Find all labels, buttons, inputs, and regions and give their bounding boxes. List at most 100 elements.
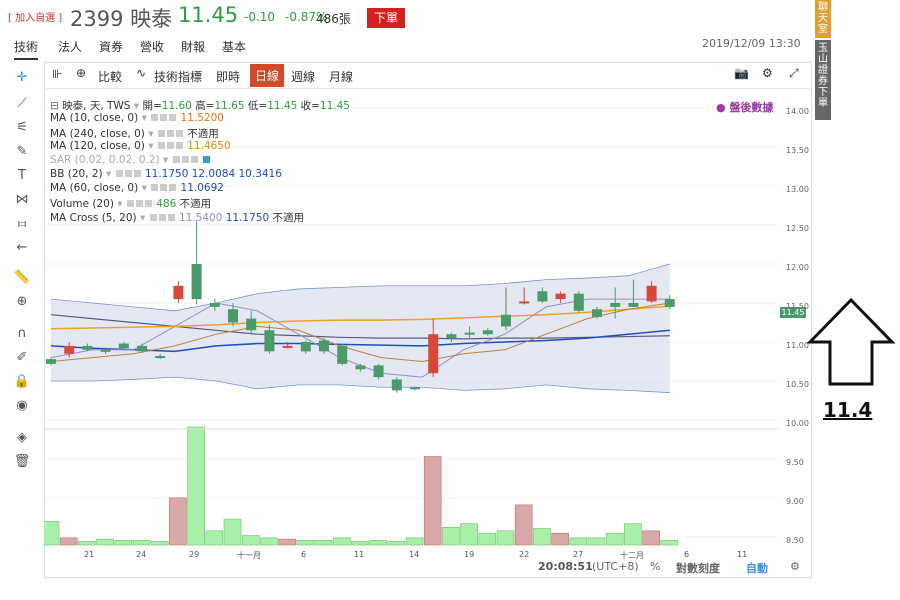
volume-bar [59, 537, 78, 546]
percent-toggle[interactable]: % [650, 560, 661, 573]
legend-ma120[interactable]: MA (120, close, 0) ▾ 11.4650 [50, 140, 231, 152]
chart-grid [44, 107, 778, 538]
legend-ma10[interactable]: MA (10, close, 0) ▾ 11.5200 [50, 112, 224, 124]
layers-icon[interactable]: ◈ [17, 430, 27, 445]
y-tick: 8.50 [786, 536, 804, 545]
realtime-button[interactable]: 即時 [216, 70, 241, 84]
crosshair-icon[interactable]: ✛ [16, 70, 28, 85]
y-tick: 10.00 [786, 419, 809, 428]
x-tick: 29 [189, 550, 200, 559]
volume-bar [533, 528, 551, 546]
legend-macross[interactable]: MA Cross (5, 20) ▾ 11.5400 11.1750 不適用 [50, 212, 304, 224]
compare-button[interactable]: 比較 [98, 70, 123, 84]
fullscreen-icon[interactable]: ⤢ [789, 66, 799, 80]
monthly-button[interactable]: 月線 [329, 70, 354, 84]
chart-canvas[interactable] [44, 89, 778, 551]
legend-ma240[interactable]: MA (240, close, 0) ▾ 不適用 [50, 128, 219, 140]
lock-icon[interactable]: 🔒 [13, 374, 31, 389]
magnet-icon[interactable]: ∩ [17, 326, 27, 341]
legend-ohlc[interactable]: ⊟ 映泰, 天, TWS ▾ 開=11.60 高=11.65 低=11.45 收… [50, 100, 350, 112]
candle-body [446, 334, 457, 339]
stock-symbol: 2399 映泰 [70, 7, 173, 31]
candle-type-icon[interactable]: ⊪ [52, 67, 63, 81]
candle-body [264, 330, 275, 352]
volume-bar [442, 526, 460, 546]
x-tick: 19 [464, 550, 475, 559]
compare-plus-icon[interactable]: ⊕ [76, 66, 87, 80]
fib-icon[interactable]: ⚟ [16, 120, 28, 135]
quote-header: [ 加入自選 ] 2399 映泰 11.45 -0.10 -0.87% 486張… [0, 0, 810, 34]
lock-drawing-icon[interactable]: ✐ [16, 350, 28, 365]
trash-icon[interactable]: 🗑 [13, 454, 31, 469]
chat-room-button[interactable]: 聊天室 [815, 0, 831, 38]
candle-body [355, 365, 366, 370]
indicators-button[interactable]: 技術指標 [154, 70, 203, 84]
brush-icon[interactable]: ✎ [16, 144, 28, 159]
candle-body [410, 387, 420, 390]
tab-margin[interactable]: 資券 [99, 40, 124, 54]
legend-sar[interactable]: SAR (0.02, 0.02, 0.2) ▾ [50, 154, 211, 166]
date-axis[interactable]: 21 24 29 十一月 6 11 14 19 22 27 十二月 6 11 [44, 550, 776, 564]
weekly-button[interactable]: 週線 [291, 70, 316, 84]
add-favorite-link[interactable]: [ 加入自選 ] [8, 13, 63, 24]
y-tick: 12.00 [786, 263, 809, 272]
log-scale-toggle[interactable]: 對數刻度 [676, 562, 720, 575]
volume-bar [44, 521, 60, 546]
back-arrow-icon[interactable]: ← [16, 240, 28, 255]
daily-button[interactable]: 日線 [250, 64, 285, 87]
volume-bar [423, 456, 442, 546]
data-datetime: 2019/12/09 13:30 [702, 37, 801, 50]
tab-revenue[interactable]: 營收 [140, 40, 165, 54]
ruler-icon[interactable]: 📏 [13, 270, 31, 285]
volume-bar [387, 541, 406, 546]
stock-price: 11.45 [178, 3, 239, 27]
x-tick: 24 [136, 550, 147, 559]
volume-bar [205, 530, 224, 546]
chart-panel [44, 62, 812, 578]
price-axis[interactable]: 14.00 13.50 13.00 12.50 12.00 11.50 11.0… [778, 90, 812, 550]
bollinger-upper [50, 263, 670, 312]
volume-bar [187, 426, 205, 546]
up-arrow-annotation [806, 297, 896, 386]
auto-scale-toggle[interactable]: 自動 [746, 562, 768, 575]
volume-bar [551, 532, 569, 546]
y-tick: 11.50 [786, 302, 809, 311]
broker-order-button[interactable]: 玉山證券下單 [815, 40, 831, 120]
volume-bar [241, 535, 260, 546]
indicator-icon[interactable]: ∿ [136, 66, 147, 80]
volume-bar [351, 541, 369, 546]
trendline-icon[interactable]: ⟋ [17, 96, 27, 111]
candle-body [573, 293, 584, 311]
y-tick: 11.00 [786, 341, 809, 350]
volume-bar [96, 538, 114, 546]
x-tick: 11 [737, 550, 748, 559]
text-icon[interactable]: T [18, 168, 26, 183]
candle-body [482, 330, 493, 335]
eye-icon[interactable]: ◉ [16, 398, 28, 413]
order-button[interactable]: 下單 [367, 8, 405, 28]
candle-body [228, 309, 238, 323]
pattern-icon[interactable]: ⋈ [15, 192, 29, 207]
tab-financials[interactable]: 財報 [181, 40, 206, 54]
candle-body [646, 285, 657, 302]
ma240-line [50, 314, 670, 340]
tab-basic[interactable]: 基本 [222, 40, 247, 54]
gear-icon[interactable]: ⚙ [762, 66, 773, 80]
y-tick: 13.00 [786, 185, 809, 194]
x-tick: 6 [684, 550, 690, 559]
y-tick: 10.50 [786, 380, 809, 389]
tab-institutional[interactable]: 法人 [58, 40, 83, 54]
legend-bb[interactable]: BB (20, 2) ▾ 11.1750 12.0084 10.3416 [50, 168, 282, 180]
candle-body [428, 334, 439, 374]
candle-body [82, 345, 93, 350]
measure-icon[interactable]: ⧦ [17, 216, 27, 231]
zoom-in-icon[interactable]: ⊕ [16, 294, 28, 309]
legend-volume[interactable]: Volume (20) ▾ 486 不適用 [50, 198, 212, 210]
status-timezone[interactable]: (UTC+8) [592, 560, 639, 573]
camera-icon[interactable]: 📷 [734, 66, 749, 80]
settings-small-icon[interactable]: ⚙ [790, 560, 800, 573]
legend-ma60[interactable]: MA (60, close, 0) ▾ 11.0692 [50, 182, 224, 194]
x-tick: 6 [301, 550, 307, 559]
tab-technical[interactable]: 技術 [14, 38, 39, 60]
trade-volume: 486張 [316, 12, 351, 26]
